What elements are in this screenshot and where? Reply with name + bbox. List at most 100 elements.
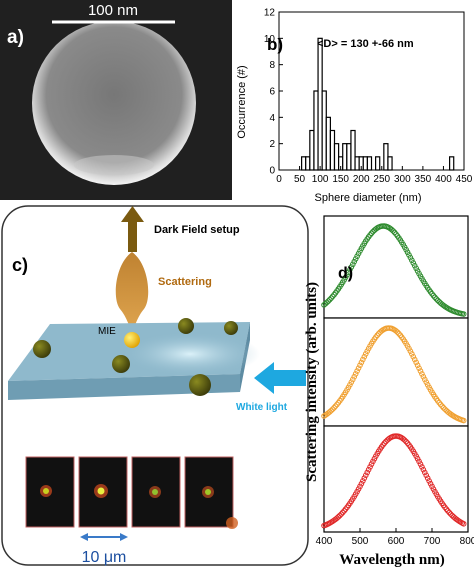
histogram-x-tick-label: 300 xyxy=(394,174,411,185)
white-light-label: White light xyxy=(236,402,288,413)
spectra-xlabel: Wavelength nm) xyxy=(339,552,444,568)
histogram-y-tick-label: 8 xyxy=(269,60,275,71)
histogram-xlabel: Sphere diameter (nm) xyxy=(315,192,422,204)
spectrum-point xyxy=(339,509,346,516)
spectrum-point xyxy=(355,365,362,371)
histogram-x-tick-label: 100 xyxy=(312,174,329,185)
spectra-plots: 400 500 600 700 800 xyxy=(316,215,474,547)
spectrum-point xyxy=(368,461,375,467)
nanosphere xyxy=(32,21,196,185)
spectrum-point xyxy=(325,298,332,304)
spectra-ylabel: Scattering intensity (arb. units) xyxy=(304,282,320,482)
spectrum-point xyxy=(433,296,440,302)
spectrum-point xyxy=(424,475,431,481)
particle-spot-core xyxy=(205,489,211,495)
spectrum-point xyxy=(326,296,333,303)
histogram-bar xyxy=(350,129,356,171)
spectra-x-tick-label: 400 xyxy=(316,536,333,547)
histogram-x-tick-label: 250 xyxy=(373,174,390,185)
spectrum-point xyxy=(367,464,373,470)
histogram-bar xyxy=(333,143,340,171)
histogram-bar xyxy=(309,129,315,171)
spectrum-point xyxy=(440,404,447,411)
spectrum-point xyxy=(388,226,395,233)
spectrum-panel-frame xyxy=(323,425,469,533)
spectra-x-tick-label: 500 xyxy=(352,536,369,547)
spectrum-point xyxy=(416,365,422,371)
spectrum-point xyxy=(460,311,467,317)
histogram-bar xyxy=(346,143,352,171)
spectrum-point xyxy=(411,262,418,269)
spectrum-point xyxy=(414,455,421,462)
sphere-contact-highlight xyxy=(74,155,154,175)
panel-b-label: b) xyxy=(267,35,283,54)
spectrum-point xyxy=(360,478,366,484)
spectrum-point xyxy=(362,351,369,357)
spectrum-point xyxy=(329,406,336,412)
spectrum-point xyxy=(337,512,343,519)
spectrum-point xyxy=(361,475,368,481)
panel-c-label: c) xyxy=(12,255,28,275)
spectrum-point xyxy=(361,353,368,360)
spectra-x-tick-label: 800 xyxy=(460,536,474,547)
histogram-axes: 0 50 100 150 200 250 300 350 400 450 0 2 4 6 8 10 12 xyxy=(264,8,473,186)
spectrum-point xyxy=(352,256,359,262)
spectrum-point xyxy=(445,508,451,514)
histogram-bar xyxy=(383,143,389,171)
spectrum-point xyxy=(362,472,369,479)
spectrum-point xyxy=(381,440,388,446)
spectrum-point xyxy=(417,368,424,374)
spectra-x-tick-label: 700 xyxy=(424,536,441,547)
scattering-spectra-chart: 400 500 600 700 800 d) Scattering intensity … xyxy=(304,215,474,568)
spectrum-point xyxy=(354,253,360,260)
sem-scale-label: 100 nm xyxy=(88,2,138,19)
spectrum-point xyxy=(427,480,434,487)
histogram-bar xyxy=(375,156,381,171)
histogram-bar xyxy=(313,90,319,171)
spectrum-point xyxy=(360,356,366,363)
histogram-y-tick-label: 2 xyxy=(269,139,275,150)
spectrum-point xyxy=(324,299,330,306)
histogram-bar xyxy=(354,156,360,171)
spectrum-point xyxy=(350,261,356,268)
spectrum-point xyxy=(419,371,425,377)
scale-arrow-left xyxy=(80,533,88,541)
micrograph-scale-label: 10 μm xyxy=(82,549,127,566)
spectrum-point xyxy=(409,257,415,264)
histogram-y-tick-label: 12 xyxy=(264,8,276,19)
spectrum-point xyxy=(420,466,427,473)
spectrum-point xyxy=(413,359,419,366)
spectrum-point xyxy=(409,351,415,357)
spectrum-point xyxy=(350,376,356,383)
spectrum-point xyxy=(352,371,359,377)
dark-field-label: Dark Field setup xyxy=(154,224,240,236)
spectrum-point xyxy=(357,483,363,490)
spectrum-point xyxy=(401,437,408,443)
spectrum-point xyxy=(348,379,355,385)
histogram-bar xyxy=(449,156,455,171)
nanoparticle xyxy=(178,318,194,334)
histogram-bar xyxy=(342,143,348,171)
spectrum-point xyxy=(460,520,467,527)
histogram-x-tick-label: 350 xyxy=(415,174,432,185)
histogram-y-tick-label: 10 xyxy=(264,34,276,45)
histogram-x-tick-label: 200 xyxy=(353,174,370,185)
spectrum-point xyxy=(417,461,424,467)
histogram-bar xyxy=(321,90,327,171)
histogram-y-tick-label: 0 xyxy=(269,166,275,177)
sem-image-panel: 100 nm a) xyxy=(0,0,232,200)
histogram-x-tick-label: 150 xyxy=(332,174,349,185)
histogram-y-tick-label: 6 xyxy=(269,87,275,98)
mie-label: MIE xyxy=(98,326,116,337)
spectrum-point xyxy=(351,373,358,380)
histogram-ylabel: Occurrence (#) xyxy=(236,65,248,138)
substrate-front xyxy=(8,374,240,400)
dark-field-arrow-head xyxy=(121,206,144,222)
spectrum-point xyxy=(446,509,453,516)
histogram-bar xyxy=(329,129,336,171)
spectrum-point xyxy=(406,252,412,258)
histogram-bar xyxy=(317,37,323,171)
spectrum-point xyxy=(354,368,360,374)
spectrum-point xyxy=(439,403,445,409)
